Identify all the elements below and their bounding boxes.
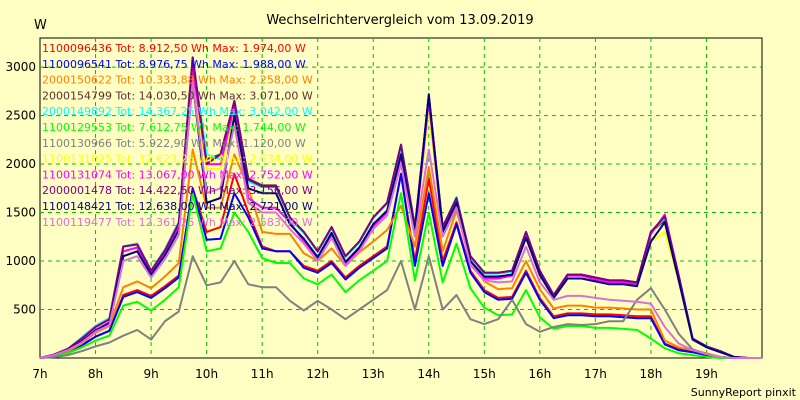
x-tick-label: 11h bbox=[251, 367, 274, 381]
series-line-11 bbox=[39, 80, 762, 359]
legend-entry: 1100096436 Tot: 8.912,50 Wh Max: 1.974,0… bbox=[42, 42, 306, 55]
x-tick-label: 15h bbox=[473, 367, 496, 381]
x-tick-label: 18h bbox=[639, 367, 662, 381]
series-line-12 bbox=[39, 80, 762, 359]
x-tick-label: 7h bbox=[32, 367, 47, 381]
plot-frame bbox=[39, 37, 763, 359]
y-axis-unit: W bbox=[34, 18, 47, 33]
legend-entry: 2000154799 Tot: 14.030,50 Wh Max: 3.071,… bbox=[42, 89, 313, 102]
x-tick-label: 10h bbox=[195, 367, 218, 381]
y-tick-label: 2000 bbox=[5, 157, 36, 171]
legend-entry: 1100129553 Tot: 7.612,75 Wh Max: 1.744,0… bbox=[42, 121, 306, 134]
chart-title: Wechselrichtervergleich vom 13.09.2019 bbox=[266, 13, 533, 28]
y-tick-label: 500 bbox=[13, 303, 36, 317]
x-tick-label: 13h bbox=[362, 367, 385, 381]
series-line-3 bbox=[39, 148, 762, 359]
series-line-6 bbox=[39, 192, 762, 359]
legend-entry: 2000150622 Tot: 10.333,88 Wh Max: 2.258,… bbox=[42, 74, 313, 87]
x-tick-label: 14h bbox=[417, 367, 440, 381]
y-tick-label: 3000 bbox=[5, 60, 36, 74]
legend-entry: 1100096541 Tot: 8.976,75 Wh Max: 1.988,0… bbox=[42, 58, 306, 71]
legend-entry: 1100119477 Tot: 12.361,25 Wh Max: 2.583,… bbox=[42, 216, 313, 229]
series-line-2 bbox=[39, 172, 762, 359]
x-tick-label: 9h bbox=[143, 367, 158, 381]
plot-area: 7h 8h 9h 10h 11h 12h 13h 14h 15h 16h 17h 18h 19h 500 1… bbox=[5, 37, 763, 381]
footer-credit: SunnyReport pinxit bbox=[691, 386, 797, 399]
legend-entry: 2000149892 Tot: 14.367,25 Wh Max: 3.042,… bbox=[42, 105, 313, 118]
x-tick-label: 12h bbox=[306, 367, 329, 381]
y-tick-label: 2500 bbox=[5, 109, 36, 123]
legend-entry: 1100131025 Tot: 12.623,25 Wh Max: 2.634,… bbox=[42, 153, 313, 166]
x-tick-label: 16h bbox=[528, 367, 551, 381]
series-line-7 bbox=[39, 255, 762, 359]
legend-entry: 1100148421 Tot: 12.638,00 Wh Max: 2.721,… bbox=[42, 200, 313, 213]
x-tick-label: 17h bbox=[584, 367, 607, 381]
series-line-10 bbox=[39, 56, 762, 359]
x-tick-label: 8h bbox=[88, 367, 103, 381]
y-tick-label: 1000 bbox=[5, 254, 36, 268]
legend-entry: 1100130966 Tot: 5.922,90 Wh Max: 1.120,0… bbox=[42, 137, 306, 150]
x-tick-label: 19h bbox=[695, 367, 718, 381]
legend-entry: 2000001478 Tot: 14.422,50 Wh Max: 3.156,… bbox=[42, 184, 313, 197]
legend-entry: 1100131074 Tot: 13.067,00 Wh Max: 2.752,… bbox=[42, 168, 313, 181]
y-tick-label: 1500 bbox=[5, 206, 36, 220]
